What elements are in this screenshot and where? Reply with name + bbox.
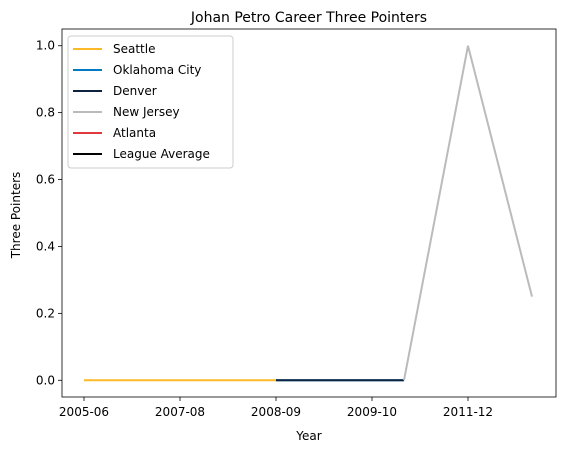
legend: Seattle Oklahoma City Denver New Jersey Atla…: [67, 35, 234, 169]
x-axis: 2005-06 2007-08 2008-09 2009-10 2011-12: [59, 397, 493, 419]
chart-title: Johan Petro Career Three Pointers: [190, 10, 427, 26]
y-tick-label: 0.4: [36, 239, 55, 253]
legend-label: Denver: [113, 84, 157, 98]
series-line-new-jersey: [403, 45, 533, 381]
legend-label: Seattle: [113, 42, 155, 56]
legend-label: League Average: [113, 147, 210, 161]
legend-box: [67, 35, 234, 169]
y-axis: 0.0 0.2 0.4 0.6 0.8 1.0: [36, 39, 62, 387]
y-tick-label: 0.0: [36, 373, 55, 387]
legend-label: New Jersey: [113, 105, 180, 119]
y-tick-label: 0.6: [36, 173, 55, 187]
y-axis-label: Three Pointers: [9, 172, 23, 260]
x-tick-label: 2008-09: [251, 405, 301, 419]
y-tick-label: 0.8: [36, 106, 55, 120]
x-tick-label: 2007-08: [155, 405, 205, 419]
y-tick-label: 0.2: [36, 306, 55, 320]
legend-label: Oklahoma City: [113, 63, 201, 77]
legend-label: Atlanta: [113, 126, 156, 140]
x-tick-label: 2005-06: [59, 405, 109, 419]
y-tick-label: 1.0: [36, 39, 55, 53]
x-axis-label: Year: [295, 429, 321, 443]
series-lines: [84, 45, 533, 382]
x-tick-label: 2009-10: [347, 405, 397, 419]
x-tick-label: 2011-12: [443, 405, 493, 419]
